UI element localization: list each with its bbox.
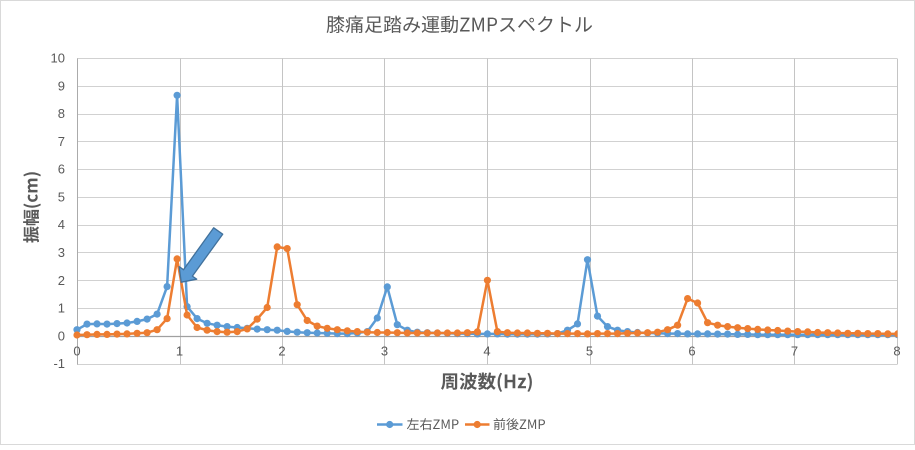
svg-text:4: 4 [58, 217, 65, 232]
svg-text:4: 4 [483, 344, 490, 359]
svg-text:8: 8 [893, 344, 900, 359]
svg-text:6: 6 [58, 162, 65, 177]
svg-text:1: 1 [176, 344, 183, 359]
svg-text:2: 2 [278, 344, 285, 359]
svg-text:3: 3 [381, 344, 388, 359]
svg-text:6: 6 [688, 344, 695, 359]
svg-text:8: 8 [58, 106, 65, 121]
svg-text:5: 5 [58, 190, 65, 205]
svg-text:10: 10 [51, 51, 65, 66]
svg-text:1: 1 [58, 301, 65, 316]
svg-text:2: 2 [58, 273, 65, 288]
svg-text:-1: -1 [53, 356, 65, 371]
svg-text:0: 0 [58, 328, 65, 343]
svg-text:9: 9 [58, 78, 65, 93]
svg-text:7: 7 [58, 134, 65, 149]
svg-text:7: 7 [791, 344, 798, 359]
svg-text:0: 0 [73, 344, 80, 359]
svg-text:5: 5 [586, 344, 593, 359]
svg-text:3: 3 [58, 245, 65, 260]
